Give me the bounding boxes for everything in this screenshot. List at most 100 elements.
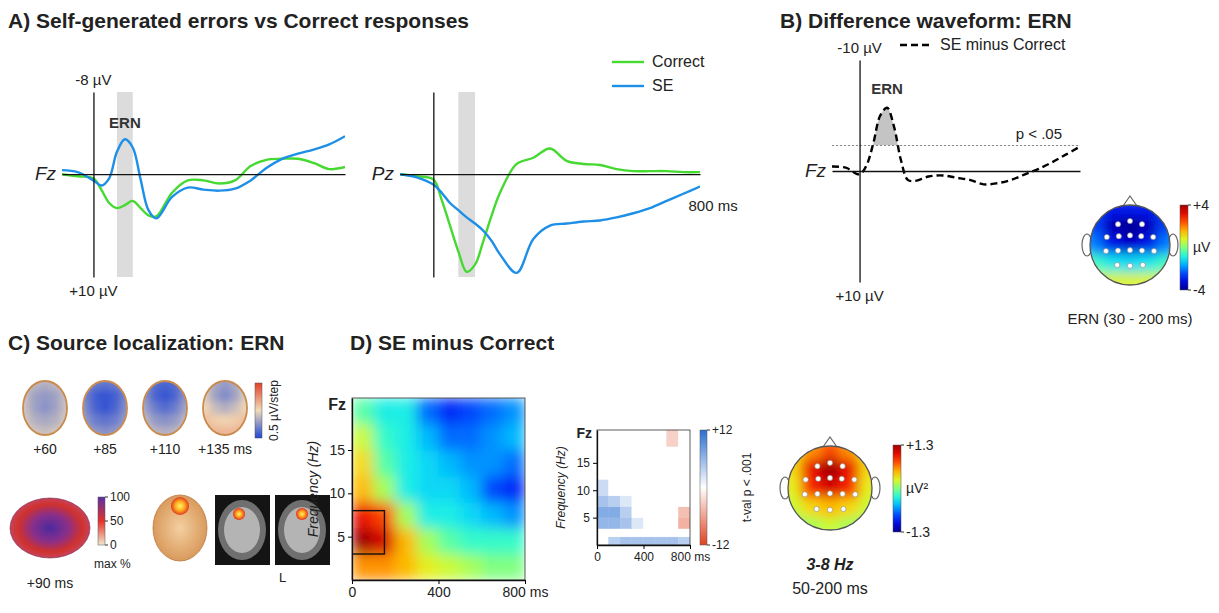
axis: 0400800 ms <box>594 545 710 564</box>
map-cell <box>180 402 191 415</box>
heatmap: D) SE minus Correct0400800 ms51015Freque… <box>305 331 554 600</box>
tick: 400 <box>427 580 451 600</box>
axis <box>63 174 346 175</box>
electrode <box>1151 248 1156 253</box>
series-line <box>62 136 345 218</box>
map-cell <box>180 377 191 390</box>
heat-cell <box>374 554 396 580</box>
heat-cell <box>632 430 644 446</box>
source-blob <box>171 497 189 515</box>
plot-area <box>832 108 1080 185</box>
map-cell <box>801 517 821 537</box>
head-outline <box>23 381 67 435</box>
map-cell <box>782 478 802 498</box>
plot-area <box>400 92 700 277</box>
heat-cell <box>678 537 690 545</box>
tick-mark <box>593 463 597 464</box>
tick-label: 10 <box>577 484 591 498</box>
heat-cell <box>609 430 621 446</box>
heat-cell <box>609 537 621 545</box>
map-cell <box>1084 254 1103 273</box>
map-cell <box>220 414 231 427</box>
heat-cell <box>632 518 644 529</box>
map-cell <box>110 389 121 402</box>
axis-line <box>433 93 434 278</box>
electrode <box>827 491 832 496</box>
heat-cell <box>678 446 690 462</box>
brain-surface <box>10 498 90 558</box>
heat-cell <box>460 502 482 528</box>
map-cell <box>140 377 151 390</box>
source-localization: +90 ms050100max %L <box>10 490 330 591</box>
electrode <box>1115 262 1120 267</box>
head-outline <box>143 381 187 435</box>
heat-cell <box>655 479 667 495</box>
heat-cell <box>667 537 679 545</box>
ern-window <box>458 92 475 277</box>
map-cell <box>100 402 111 415</box>
series-line <box>400 174 700 273</box>
tick: +10 µV <box>835 283 883 304</box>
topomap: 3-8 Hz50-200 ms+1.3-1.3µV² <box>780 437 934 597</box>
heat-cell <box>632 463 644 479</box>
map-cell <box>840 440 860 460</box>
map-label: 3-8 Hz <box>806 556 853 573</box>
electrode <box>1127 233 1132 238</box>
map-cell <box>230 402 241 415</box>
channel-label: Fz <box>35 163 57 184</box>
heat-cell <box>395 398 417 424</box>
heat-cell <box>655 463 667 479</box>
colorbar-tick <box>105 545 108 546</box>
tick: 10 <box>577 484 597 498</box>
colorbar-tick <box>1188 205 1191 206</box>
axis: -10 µV+10 µV <box>835 39 883 304</box>
heat-cell <box>395 528 417 554</box>
significance-area <box>832 108 1080 146</box>
heat-cell <box>678 529 690 537</box>
map-cell <box>80 427 91 440</box>
tick-mark <box>597 545 598 549</box>
electrode <box>802 492 807 497</box>
map-cell <box>859 517 879 537</box>
heat-cell <box>678 430 690 446</box>
map-cell <box>100 427 111 440</box>
heat-cell <box>655 446 667 462</box>
map-cell <box>210 389 221 402</box>
heat-cell <box>352 476 374 502</box>
heat-cell <box>597 430 609 446</box>
map-cell <box>820 478 840 498</box>
map-cell <box>40 402 51 415</box>
head-outline <box>1090 205 1170 285</box>
map-cell <box>1102 254 1121 273</box>
map-cell <box>160 377 171 390</box>
map-cell <box>1121 254 1140 273</box>
map-cell <box>180 427 191 440</box>
heat-cell <box>609 479 621 495</box>
map-cell <box>220 402 231 415</box>
figure: A) Self-generated errors vs Correct resp… <box>0 0 1219 613</box>
tick-label: +10 µV <box>69 282 117 299</box>
tick-label: +10 µV <box>835 287 883 304</box>
heat-cell <box>352 528 374 554</box>
colorbar-tick-label: 0 <box>110 538 117 552</box>
colorbar-tick-label: +1.3 <box>906 437 934 453</box>
map-label: ERN (30 - 200 ms) <box>1067 310 1192 327</box>
axis-line <box>63 174 346 175</box>
heat-cell <box>597 529 609 537</box>
heat-cell <box>503 502 525 528</box>
tick: 10 <box>329 485 352 501</box>
panel-title: B) Difference waveform: ERN <box>780 9 1072 32</box>
mri-head <box>218 500 266 560</box>
tick-label: 5 <box>583 511 590 525</box>
legend: CorrectSE <box>612 53 705 94</box>
tick-label: 800 ms <box>689 197 738 214</box>
map-label: +60 <box>33 441 57 457</box>
plot-area <box>62 92 345 277</box>
electrode <box>1127 218 1132 223</box>
map-cell <box>30 402 41 415</box>
mri-slice <box>275 495 330 565</box>
map-cell <box>1121 273 1140 292</box>
map-cell <box>200 402 211 415</box>
map-cell <box>150 414 161 427</box>
map-sublabel: 50-200 ms <box>792 580 868 597</box>
